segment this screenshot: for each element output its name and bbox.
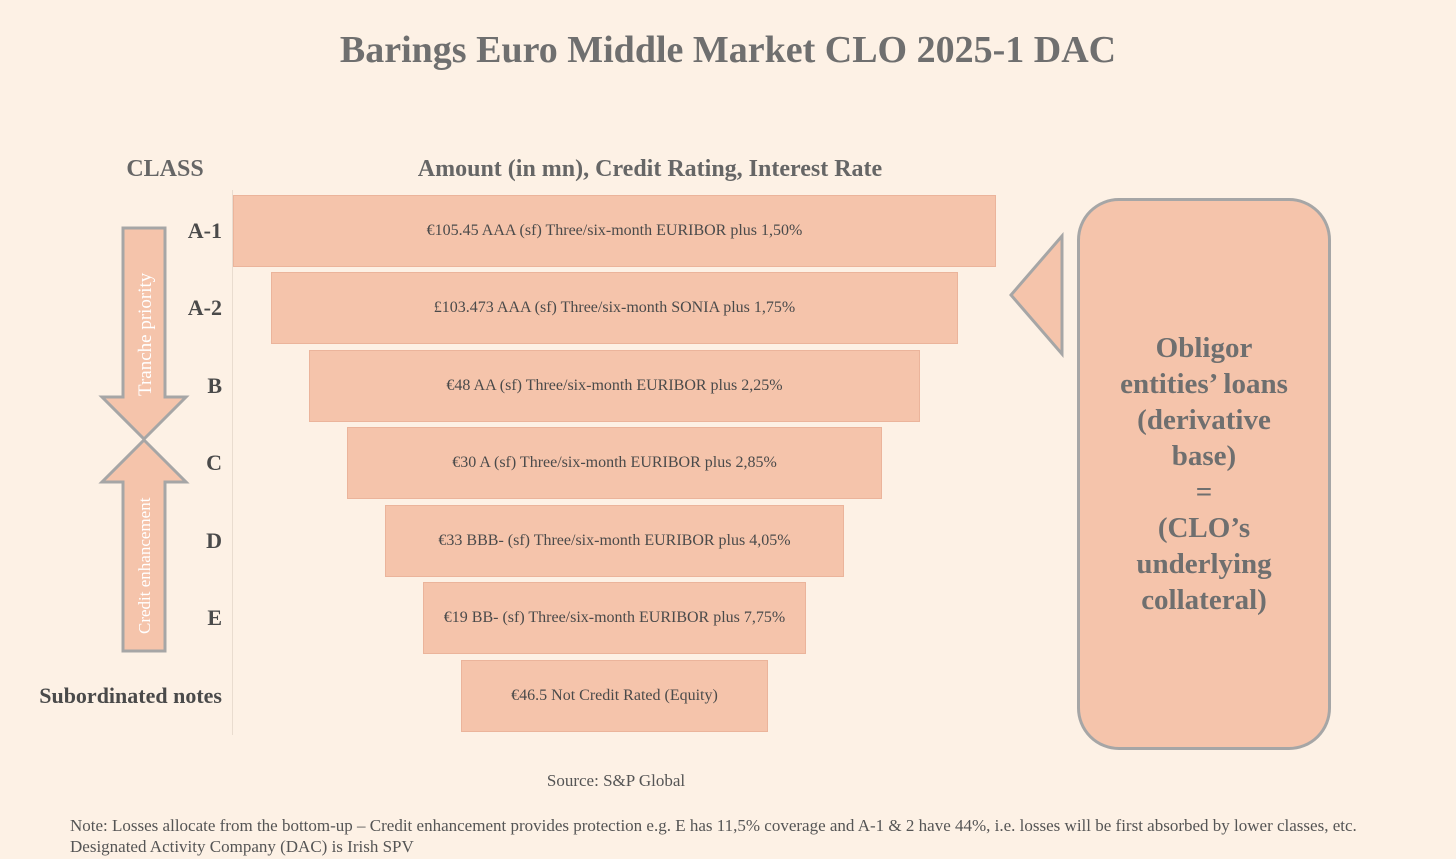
tranche-bar-a2: £103.473 AAA (sf) Three/six-month SONIA … bbox=[271, 272, 958, 344]
collateral-callout-box: Obligor entities’ loans (derivative base… bbox=[1077, 198, 1331, 750]
tranche-priority-label: Tranche priority bbox=[135, 272, 156, 396]
tranche-priority-down-arrow bbox=[98, 226, 190, 442]
class-column-header: CLASS bbox=[126, 156, 204, 182]
tranche-text-a1: €105.45 AAA (sf) Three/six-month EURIBOR… bbox=[426, 222, 803, 239]
footnote-dac: Designated Activity Company (DAC) is Iri… bbox=[70, 837, 414, 856]
divider-line bbox=[232, 190, 233, 735]
class-label-e: E bbox=[207, 605, 222, 630]
class-label-subordinated: Subordinated notes bbox=[39, 683, 222, 708]
tranche-text-e: €19 BB- (sf) Three/six-month EURIBOR plu… bbox=[443, 609, 786, 626]
tranche-text-a2: £103.473 AAA (sf) Three/six-month SONIA … bbox=[433, 299, 796, 316]
source-note: Source: S&P Global bbox=[546, 771, 686, 790]
class-label-b: B bbox=[207, 373, 222, 398]
tranche-text-b: €48 AA (sf) Three/six-month EURIBOR plus… bbox=[446, 377, 783, 394]
tranche-bar-subordinated: €46.5 Not Credit Rated (Equity) bbox=[461, 660, 768, 732]
tranche-bar-e: €19 BB- (sf) Three/six-month EURIBOR plu… bbox=[423, 582, 806, 654]
tranche-bar-a1: €105.45 AAA (sf) Three/six-month EURIBOR… bbox=[233, 195, 996, 267]
tranche-text-subordinated: €46.5 Not Credit Rated (Equity) bbox=[511, 687, 718, 704]
priority-arrows: Tranche priority Credit enhancement bbox=[98, 226, 190, 653]
tranche-text-d: €33 BBB- (sf) Three/six-month EURIBOR pl… bbox=[438, 532, 791, 549]
credit-enhancement-label: Credit enhancement bbox=[135, 497, 154, 634]
tranche-bar-b: €48 AA (sf) Three/six-month EURIBOR plus… bbox=[309, 350, 920, 422]
amount-column-header: Amount (in mn), Credit Rating, Interest … bbox=[417, 156, 883, 182]
tranche-bar-d: €33 BBB- (sf) Three/six-month EURIBOR pl… bbox=[385, 505, 844, 577]
class-label-a2: A-2 bbox=[187, 295, 222, 320]
class-label-c: C bbox=[206, 450, 222, 475]
footnote-losses: Note: Losses allocate from the bottom-up… bbox=[70, 816, 1357, 835]
tranche-bar-c: €30 A (sf) Three/six-month EURIBOR plus … bbox=[347, 427, 882, 499]
tranche-text-c: €30 A (sf) Three/six-month EURIBOR plus … bbox=[452, 454, 777, 471]
class-label-d: D bbox=[206, 528, 222, 553]
collateral-callout-text: Obligor entities’ loans (derivative base… bbox=[1120, 332, 1288, 616]
credit-enhancement-up-arrow bbox=[98, 437, 190, 653]
class-label-a1: A-1 bbox=[187, 218, 222, 243]
page-title: Barings Euro Middle Market CLO 2025-1 DA… bbox=[339, 29, 1117, 71]
callout-pointer-icon bbox=[1009, 232, 1064, 359]
